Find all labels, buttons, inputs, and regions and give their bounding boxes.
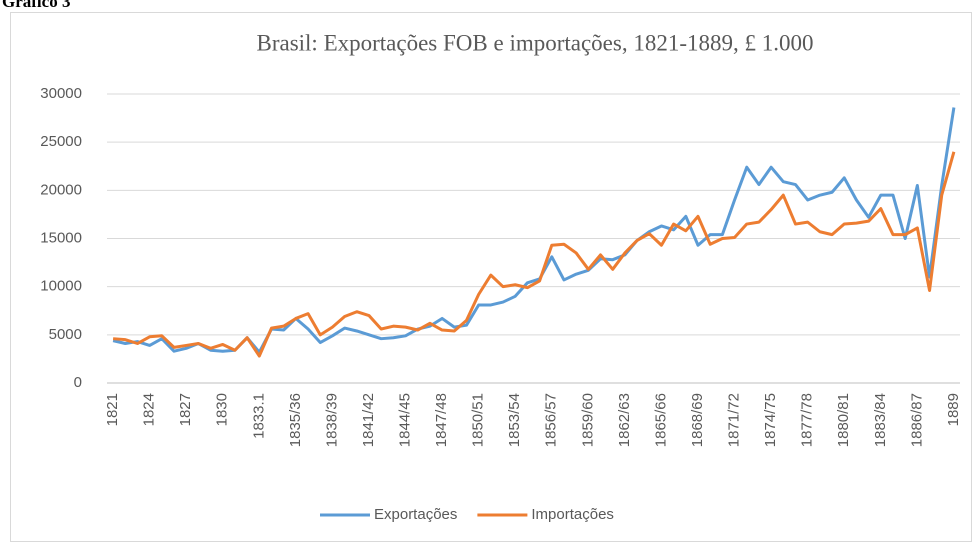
x-tick-label: 1833.1 <box>250 393 267 439</box>
x-tick-label: 1874/75 <box>762 393 779 447</box>
y-tick-label: 25000 <box>40 133 82 150</box>
x-tick-label: 1862/63 <box>616 393 633 447</box>
y-tick-label: 15000 <box>40 229 82 246</box>
heading: Gráfico 3 <box>2 0 70 11</box>
x-tick-label: 1868/69 <box>689 393 706 447</box>
x-tick-label: 1844/45 <box>397 393 414 447</box>
x-tick-label: 1877/78 <box>799 393 816 447</box>
x-tick-label: 1830 <box>214 393 231 426</box>
x-tick-label: 1859/60 <box>579 393 596 447</box>
x-tick-label: 1883/84 <box>872 393 889 447</box>
x-tick-label: 1853/54 <box>506 393 523 447</box>
x-tick-label: 1889 <box>945 393 962 426</box>
y-tick-label: 0 <box>74 374 82 391</box>
y-tick-label: 20000 <box>40 181 82 198</box>
x-tick-label: 1886/87 <box>908 393 925 447</box>
y-tick-label: 30000 <box>40 85 82 102</box>
series-line <box>112 151 956 358</box>
x-tick-label: 1856/57 <box>543 393 560 447</box>
chart-title: Brasil: Exportações FOB e importações, 1… <box>256 30 813 55</box>
x-tick-label: 1824 <box>141 393 158 426</box>
x-tick-label: 1847/48 <box>433 393 450 447</box>
x-tick-label: 1871/72 <box>726 393 743 447</box>
legend-label: Exportações <box>374 506 457 523</box>
y-tick-label: 5000 <box>49 326 82 343</box>
legend-label: Importações <box>531 506 614 523</box>
y-tick-label: 10000 <box>40 278 82 295</box>
x-tick-label: 1865/66 <box>652 393 669 447</box>
x-tick-label: 1835/36 <box>287 393 304 447</box>
x-tick-label: 1880/81 <box>835 393 852 447</box>
x-tick-label: 1841/42 <box>360 393 377 447</box>
x-tick-label: 1850/51 <box>470 393 487 447</box>
x-tick-label: 1821 <box>104 393 121 426</box>
x-tick-label: 1827 <box>177 393 194 426</box>
x-tick-label: 1838/39 <box>323 393 340 447</box>
